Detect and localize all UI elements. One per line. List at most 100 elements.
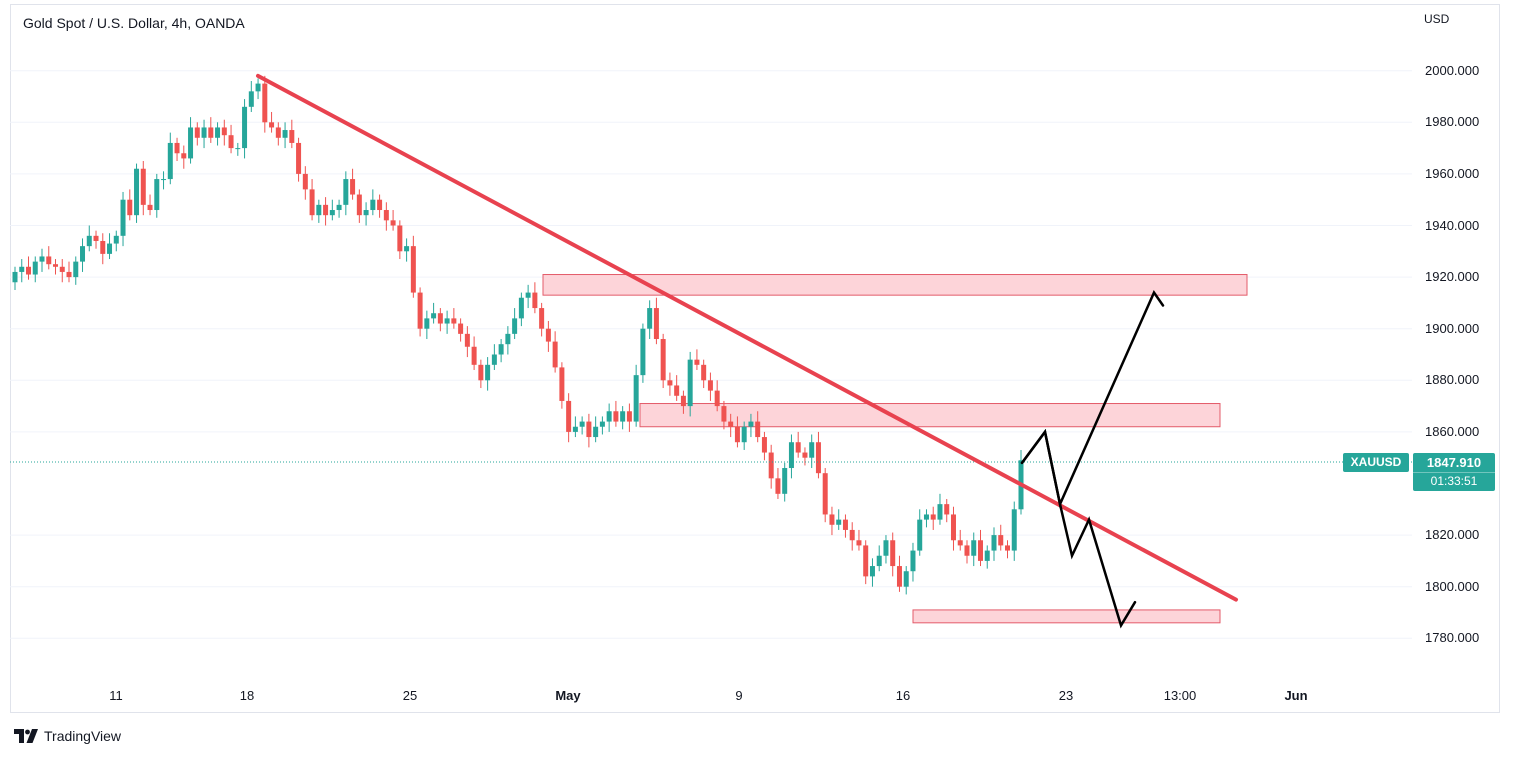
candle-body xyxy=(694,359,700,365)
candle-body xyxy=(593,426,599,438)
candle-body xyxy=(586,421,592,438)
candle-body xyxy=(917,519,923,551)
candle xyxy=(336,199,342,218)
candle xyxy=(100,233,106,265)
candle-body xyxy=(748,421,754,427)
candle xyxy=(296,137,302,182)
candle xyxy=(485,357,491,391)
price-tick-label: 1800.000 xyxy=(1425,578,1480,594)
projection-arrow[interactable] xyxy=(1020,428,1137,629)
candle xyxy=(53,259,59,275)
candle xyxy=(282,122,288,149)
time-tick-label: 23 xyxy=(1058,688,1074,703)
candle-body xyxy=(93,235,99,241)
candle-body xyxy=(302,173,308,190)
candle-body xyxy=(181,153,187,159)
projection-arrow[interactable] xyxy=(1020,290,1165,509)
candle-body xyxy=(937,504,943,520)
candle xyxy=(755,411,761,443)
candle-body xyxy=(269,122,275,128)
candle-body xyxy=(32,261,38,275)
candle-body xyxy=(707,380,713,391)
candle-body xyxy=(539,308,545,329)
chart-frame[interactable] xyxy=(10,4,1500,713)
currency-label: USD xyxy=(1424,12,1450,26)
support-resistance-zones[interactable] xyxy=(542,274,1248,624)
downtrend-line[interactable] xyxy=(256,73,1238,602)
candle xyxy=(107,233,113,260)
candle xyxy=(302,166,308,200)
price-zone[interactable] xyxy=(639,403,1221,428)
price-zone[interactable] xyxy=(542,274,1248,296)
projection-arrows[interactable] xyxy=(1020,290,1165,629)
candle xyxy=(444,310,450,334)
candle-body xyxy=(950,514,956,541)
candle xyxy=(377,194,383,218)
candle xyxy=(599,416,605,435)
candle-body xyxy=(80,246,86,262)
candle-body xyxy=(579,421,585,427)
candle-body xyxy=(971,540,977,556)
candle-body xyxy=(984,550,990,561)
time-tick-label: Jun xyxy=(1284,688,1308,703)
candle xyxy=(59,259,65,283)
candle-body xyxy=(289,130,295,143)
candle xyxy=(998,524,1004,551)
price-tick-label: 1940.000 xyxy=(1425,217,1480,233)
candle-body xyxy=(836,519,842,525)
tradingview-brand[interactable]: TradingView xyxy=(14,726,121,746)
candle xyxy=(1011,501,1017,561)
time-tick-label: 11 xyxy=(109,688,123,703)
candle-body xyxy=(404,246,410,252)
candle-body xyxy=(977,540,983,561)
candle-body xyxy=(26,266,32,275)
candle-body xyxy=(208,127,214,138)
candle xyxy=(19,259,25,283)
candle xyxy=(944,498,950,523)
candle-body xyxy=(73,261,79,278)
price-zone[interactable] xyxy=(912,609,1221,624)
candle xyxy=(701,359,707,389)
price-tick-label: 1780.000 xyxy=(1425,630,1480,646)
chart-title: Gold Spot / U.S. Dollar, 4h, OANDA xyxy=(23,15,245,31)
candle-body xyxy=(46,256,52,265)
candle-body xyxy=(86,235,92,247)
candle-body xyxy=(262,83,268,123)
candle xyxy=(437,308,443,332)
candle xyxy=(863,540,869,585)
candle-body xyxy=(613,411,619,422)
candle xyxy=(586,413,592,448)
candle-body xyxy=(620,411,626,422)
candle xyxy=(26,256,32,280)
candle xyxy=(660,333,666,389)
time-tick-label: 9 xyxy=(735,688,743,703)
candle xyxy=(795,431,801,458)
candle-body xyxy=(370,199,376,211)
candle xyxy=(397,220,403,260)
candle-body xyxy=(194,127,200,138)
trendlines[interactable] xyxy=(256,73,1238,602)
candle-body xyxy=(525,292,531,298)
candle-body xyxy=(734,426,740,443)
candle xyxy=(950,506,956,551)
candle-body xyxy=(653,308,659,340)
candle-body xyxy=(275,127,281,138)
candle xyxy=(370,189,376,216)
candle-body xyxy=(464,333,470,347)
candle-body xyxy=(377,199,383,211)
candle xyxy=(694,349,700,370)
candle-body xyxy=(991,535,997,551)
candle-body xyxy=(1011,509,1017,551)
candle xyxy=(201,119,207,149)
candle-body xyxy=(883,540,889,556)
candle xyxy=(12,266,18,290)
candle xyxy=(498,339,504,363)
candle xyxy=(390,210,396,231)
candle xyxy=(883,535,889,564)
tradingview-logo-icon xyxy=(14,729,38,743)
candle-body xyxy=(296,142,302,174)
candle-body xyxy=(201,127,207,138)
candle-body xyxy=(633,375,639,422)
candle xyxy=(539,302,545,337)
